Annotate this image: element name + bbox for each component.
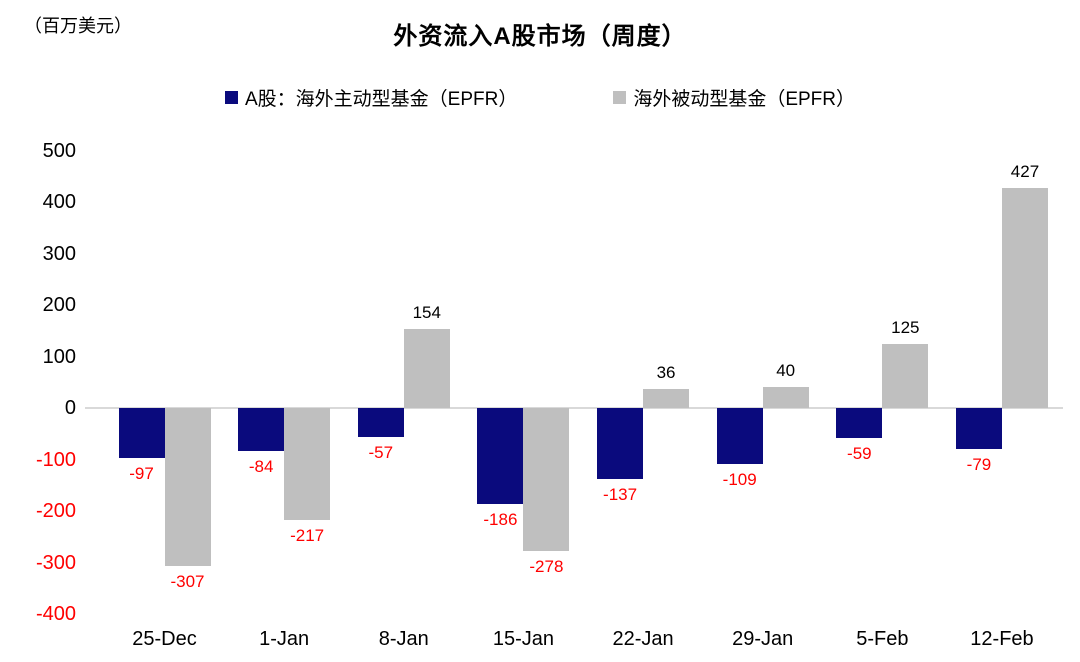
value-label-active-8-Jan: -57 (368, 443, 394, 463)
bar-active-25-Dec (118, 408, 165, 458)
legend-item-passive-funds: 海外被动型基金（EPFR） (613, 84, 855, 111)
value-label-passive-5-Feb: 125 (891, 317, 920, 337)
value-label-passive-15-Jan: -278 (529, 557, 564, 577)
y-tick-label: 300 (42, 242, 76, 265)
bar-active-1-Jan (238, 408, 285, 452)
bar-active-5-Feb (836, 408, 883, 439)
bar-passive-8-Jan (403, 328, 450, 408)
x-axis-label-15-Jan: 15-Jan (492, 628, 554, 650)
y-tick-label: 200 (42, 294, 76, 316)
legend: A股：海外主动型基金（EPFR） 海外被动型基金（EPFR） (0, 84, 1080, 111)
x-axis-label-25-Dec: 25-Dec (132, 628, 197, 650)
value-label-active-1-Jan: -84 (248, 457, 274, 477)
y-tick-label: 400 (42, 191, 76, 213)
y-tick-label: -400 (35, 603, 76, 625)
bar-active-22-Jan (597, 408, 644, 479)
value-label-active-12-Feb: -79 (966, 454, 992, 474)
bar-active-8-Jan (357, 408, 404, 438)
y-tick-label: 500 (42, 139, 76, 162)
value-label-passive-8-Jan: 154 (412, 302, 441, 322)
x-axis-label-1-Jan: 1-Jan (259, 628, 310, 650)
value-label-active-29-Jan: -109 (722, 470, 757, 490)
value-label-passive-25-Dec: -307 (170, 572, 205, 592)
y-tick-label: -100 (35, 448, 76, 471)
value-label-active-5-Feb: -59 (847, 444, 872, 464)
value-label-active-22-Jan: -137 (603, 484, 638, 504)
value-label-passive-29-Jan: 40 (776, 361, 796, 381)
bar-passive-5-Feb (882, 343, 929, 408)
x-axis-label-5-Feb: 5-Feb (856, 628, 909, 650)
bar-passive-25-Dec (164, 408, 211, 567)
bar-passive-29-Jan (762, 387, 809, 408)
legend-swatch-passive-icon (613, 91, 627, 104)
legend-swatch-active-icon (224, 91, 238, 104)
y-tick-label: -200 (35, 500, 76, 522)
bar-passive-22-Jan (643, 389, 690, 408)
bar-passive-12-Feb (1001, 188, 1048, 408)
legend-label-active: A股：海外主动型基金（EPFR） (244, 89, 518, 110)
y-tick-label: 0 (64, 397, 76, 419)
value-label-passive-12-Feb: 427 (1010, 162, 1040, 182)
value-label-active-25-Dec: -97 (129, 463, 154, 483)
x-axis-label-8-Jan: 8-Jan (378, 628, 429, 650)
bar-active-29-Jan (716, 408, 763, 465)
bar-passive-15-Jan (523, 408, 570, 552)
y-tick-label: 100 (42, 345, 76, 368)
x-axis-label-12-Feb: 12-Feb (970, 628, 1034, 650)
y-tick-label: -300 (35, 551, 76, 574)
value-label-active-15-Jan: -186 (483, 509, 518, 529)
value-label-passive-22-Jan: 36 (656, 363, 676, 383)
x-axis-zero-line (85, 407, 1063, 409)
bar-passive-1-Jan (284, 408, 331, 520)
legend-item-active-funds: A股：海外主动型基金（EPFR） (224, 84, 518, 111)
value-label-passive-1-Jan: -217 (290, 525, 325, 545)
chart-title: 外资流入A股市场（周度） (393, 23, 687, 50)
y-axis-unit-label: （百万美元） (24, 16, 132, 36)
legend-label-passive: 海外被动型基金（EPFR） (633, 89, 856, 110)
x-axis-label-29-Jan: 29-Jan (732, 628, 794, 650)
bar-active-15-Jan (477, 408, 524, 504)
x-axis-label-22-Jan: 22-Jan (612, 628, 674, 650)
bar-active-12-Feb (955, 408, 1002, 449)
